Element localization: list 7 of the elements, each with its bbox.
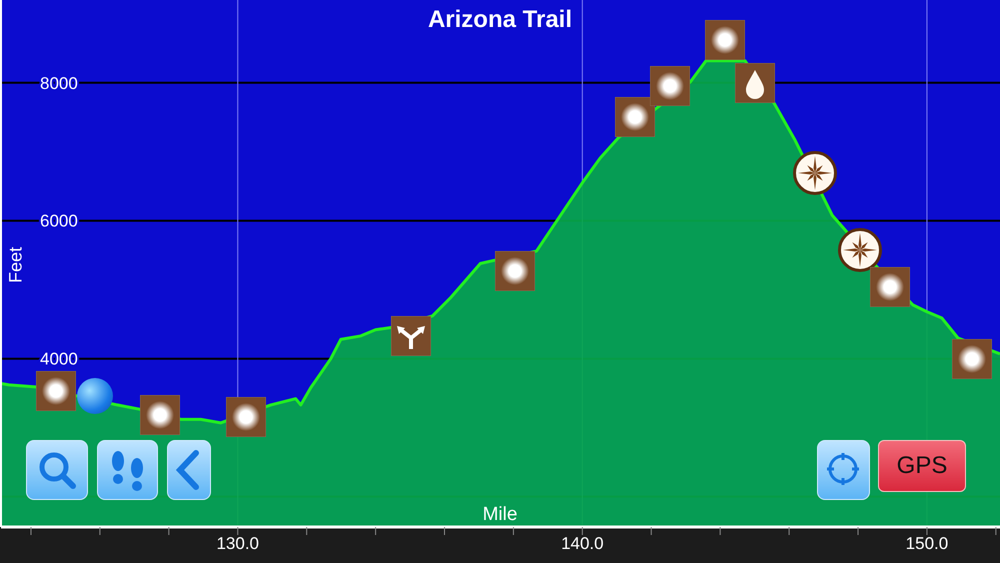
x-tick-label: 140.0	[561, 534, 604, 554]
x-tick-label: 130.0	[216, 534, 260, 554]
gps-button: GPS	[878, 440, 966, 492]
x-tick-label: 150.0	[906, 534, 948, 554]
y-axis-title: Feet	[6, 246, 26, 284]
x-axis-title: Mile	[482, 504, 518, 526]
chart-title: Arizona Trail	[426, 6, 574, 34]
